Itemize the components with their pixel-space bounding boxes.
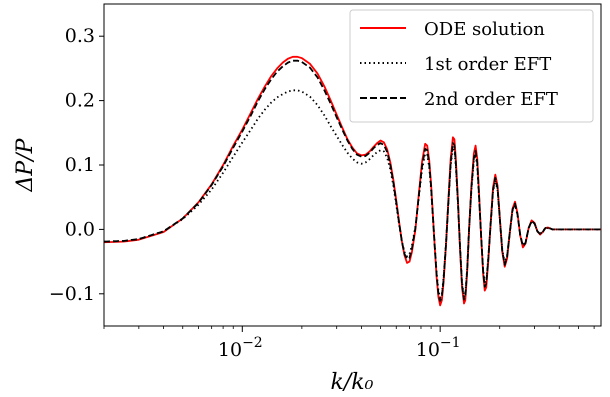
y-tick-label: −0.1 (49, 283, 95, 305)
legend-label-2nd-order-eft: 2nd order EFT (424, 89, 558, 110)
plot-frame (103, 3, 602, 327)
x-tick-label-exponent: −2 (242, 335, 263, 351)
x-tick-label-base: 10 (416, 339, 440, 361)
y-tick-label: 0.0 (65, 218, 95, 240)
series-layer (104, 55, 601, 307)
x-tick-label-exponent: −1 (440, 335, 461, 351)
x-axis-label: k/k₀ (331, 370, 374, 395)
y-tick-label: 0.3 (65, 25, 95, 47)
x-axis-minor-ticks (103, 326, 595, 329)
legend-label-ode-solution: ODE solution (424, 19, 545, 40)
x-axis-ticks: 10−2 10−1 (218, 326, 461, 361)
y-axis-ticks: −0.1 0.0 0.1 0.2 0.3 (49, 25, 104, 305)
y-tick-label: 0.1 (65, 154, 95, 176)
legend-box (349, 9, 594, 123)
x-tick-label: 10−2 (218, 335, 263, 361)
x-tick-label: 10−1 (416, 335, 461, 361)
y-tick-label: 0.2 (65, 90, 95, 112)
y-axis-label: ΔP/P (13, 137, 38, 192)
legend: ODE solution 1st order EFT 2nd order EFT (349, 9, 594, 123)
legend-label-1st-order-eft: 1st order EFT (424, 54, 551, 75)
x-tick-label-base: 10 (218, 339, 242, 361)
series-line-1st-order-eft (104, 89, 601, 299)
series-line-2nd-order-eft (104, 59, 601, 302)
